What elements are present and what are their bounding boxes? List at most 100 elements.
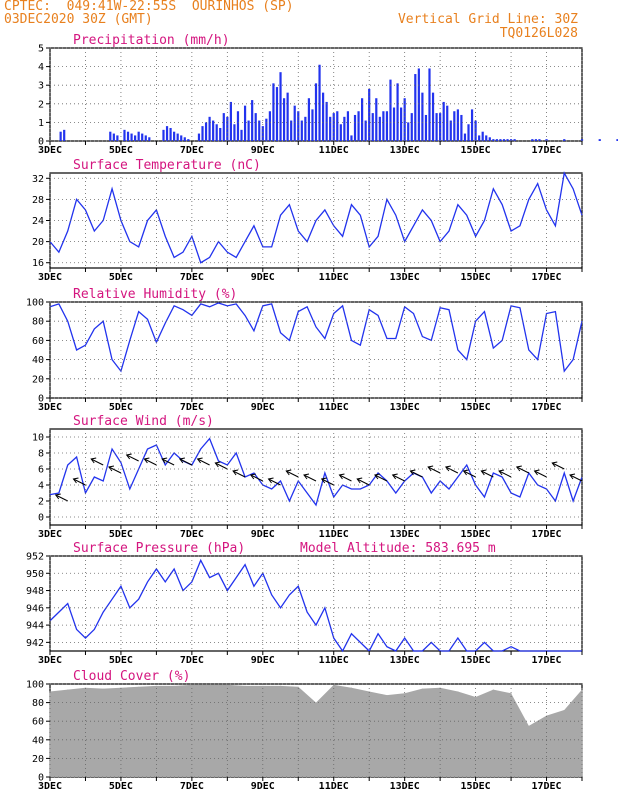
wind-arrow (126, 454, 139, 462)
pres-xtick-label: 13DEC (390, 655, 420, 666)
rh-title: Relative Humidity (%) (73, 287, 237, 302)
cloud-xtick-label: 5DEC (109, 781, 133, 792)
wind-arrow-head (444, 465, 451, 472)
precip-bar (332, 113, 335, 141)
precip-bar (424, 114, 428, 141)
rh-xtick-label: 17DEC (531, 402, 561, 413)
precip-bar (197, 133, 201, 141)
pres-xtick-label: 5DEC (109, 655, 133, 666)
wind-arrow (339, 474, 352, 482)
wind-arrow (144, 458, 157, 466)
pres-ytick-label: 948 (26, 586, 44, 597)
wind-arrow (73, 478, 86, 486)
precip-ytick-label: 1 (38, 118, 44, 129)
precip-bar (368, 88, 371, 141)
pres-line (49, 558, 582, 653)
wind-arrow (268, 478, 281, 486)
wind-arrow-head (267, 477, 274, 484)
wind-arrow-head (551, 461, 558, 468)
precip-bar (304, 116, 307, 141)
precip-bar (474, 120, 477, 141)
pres-title: Surface Pressure (hPa) (73, 541, 245, 556)
wind-arrow-head (533, 469, 540, 476)
wind-arrow (534, 470, 547, 478)
precip-bar (297, 111, 300, 141)
precip-bar (449, 120, 452, 141)
wind-arrow (498, 470, 512, 478)
wind-arrow-head (391, 473, 398, 480)
temp-xtick-label: 7DEC (180, 272, 204, 283)
precip-bar (112, 133, 115, 141)
wind-ytick-label: 0 (38, 513, 44, 524)
precip-bar (414, 74, 417, 141)
wind-arrow (179, 458, 193, 466)
precip-bar (208, 116, 211, 141)
pres-ytick-label: 950 (26, 569, 44, 580)
temp-line (49, 171, 583, 264)
precip-bar (431, 92, 435, 141)
precip-bar (563, 139, 566, 141)
precip-bar (470, 109, 474, 141)
precip-xtick-label: 17DEC (531, 145, 561, 156)
wind-arrow-head (161, 457, 168, 464)
wind-arrow-head (214, 461, 221, 468)
precip-bar (169, 127, 172, 141)
precip-bar (187, 139, 190, 141)
precip-bar (268, 111, 271, 141)
wind-xtick-label: 7DEC (180, 529, 204, 540)
grid-note: Vertical Grid Line: 30Z (397, 12, 578, 27)
precip-title: Precipitation (mm/h) (73, 33, 230, 48)
wind-ytick-label: 6 (38, 465, 44, 476)
wind-arrow (516, 466, 530, 474)
wind-arrow-head (409, 469, 416, 476)
pres-ytick-label: 946 (26, 603, 44, 614)
rh-ytick-label: 0 (38, 394, 44, 405)
cloud-ytick-label: 0 (38, 773, 44, 784)
precip-xtick-label: 3DEC (38, 145, 62, 156)
wind-xtick-label: 13DEC (390, 529, 420, 540)
wind-arrow-head (320, 477, 327, 484)
precip-bar (141, 133, 144, 141)
precip-bar (286, 92, 289, 141)
temp-title: Surface Temperature (nC) (73, 158, 261, 173)
precip-bar (382, 111, 385, 141)
precip-bar (495, 139, 498, 141)
precip-bar (251, 100, 254, 141)
wind-arrow (90, 458, 104, 466)
wind-arrow (55, 494, 68, 502)
precip-bar (219, 127, 222, 141)
cloud-ytick-label: 80 (32, 698, 44, 709)
rh-xtick-label: 7DEC (180, 402, 204, 413)
wind-arrow (197, 458, 210, 466)
precip-ytick-label: 2 (38, 99, 44, 110)
wind-xtick-label: 11DEC (319, 529, 349, 540)
precip-bar (311, 109, 314, 141)
wind-arrow (232, 470, 246, 478)
precip-bar (126, 131, 130, 141)
wind-arrow-head (427, 465, 434, 472)
precip-bar (392, 107, 396, 141)
pres-xtick-label: 7DEC (180, 655, 204, 666)
wind-arrow (481, 470, 494, 478)
precip-bar (201, 126, 204, 141)
precip-bar (435, 113, 438, 141)
wind-arrow (445, 466, 459, 474)
precip-bar (378, 116, 381, 141)
wind-arrow (250, 474, 264, 482)
precip-bar (233, 124, 236, 141)
wind-arrow-head (285, 469, 292, 476)
precip-bar (403, 98, 406, 141)
precip-bar (336, 111, 339, 141)
rh-ytick-label: 60 (32, 336, 44, 347)
wind-arrow-head (90, 457, 97, 464)
rh-ytick-label: 20 (32, 374, 44, 385)
precip-bar (364, 120, 367, 141)
wind-arrow-head (232, 469, 239, 476)
cloud-xtick-label: 7DEC (180, 781, 204, 792)
wind-arrow-head (178, 457, 185, 464)
precip-bar (467, 124, 470, 141)
cloud-ytick-label: 40 (32, 735, 44, 746)
wind-ytick-label: 8 (38, 449, 44, 460)
wind-title: Surface Wind (m/s) (73, 414, 214, 429)
station-header: CPTEC: 049:41W-22:55S OURINHOS (SP) (4, 0, 294, 14)
